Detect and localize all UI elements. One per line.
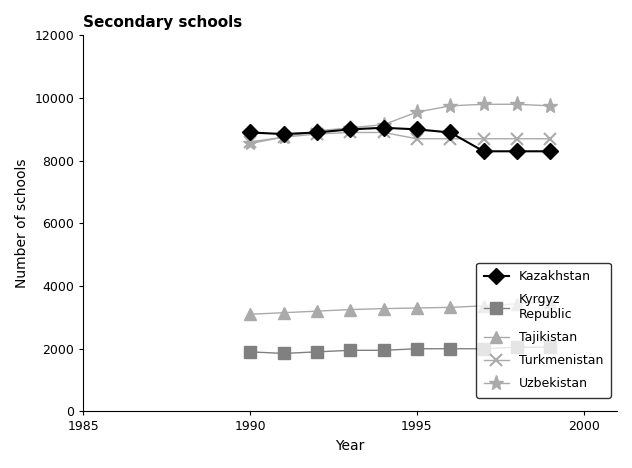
Tajikistan <box>313 308 320 314</box>
Tajikistan <box>513 301 521 307</box>
Tajikistan <box>280 310 288 315</box>
Uzbekistan <box>513 102 521 107</box>
Tajikistan <box>446 305 454 310</box>
Turkmenistan <box>547 136 554 141</box>
Kazakhstan <box>380 125 387 131</box>
Turkmenistan <box>280 134 288 140</box>
Kazakhstan <box>480 148 487 154</box>
Uzbekistan <box>413 110 421 115</box>
Turkmenistan <box>446 136 454 141</box>
Kyrgyz
Republic <box>313 349 320 355</box>
Text: Secondary schools: Secondary schools <box>83 15 243 30</box>
Turkmenistan <box>380 130 387 135</box>
X-axis label: Year: Year <box>336 439 365 453</box>
Turkmenistan <box>513 136 521 141</box>
Legend: Kazakhstan, Kyrgyz
Republic, Tajikistan, Turkmenistan, Uzbekistan: Kazakhstan, Kyrgyz Republic, Tajikistan,… <box>477 263 611 398</box>
Uzbekistan <box>280 134 288 140</box>
Tajikistan <box>346 307 354 312</box>
Line: Kazakhstan: Kazakhstan <box>245 122 556 157</box>
Turkmenistan <box>246 139 254 145</box>
Kazakhstan <box>446 130 454 135</box>
Line: Turkmenistan: Turkmenistan <box>244 126 557 148</box>
Uzbekistan <box>346 125 354 131</box>
Kazakhstan <box>413 126 421 132</box>
Kyrgyz
Republic <box>547 344 554 350</box>
Uzbekistan <box>446 103 454 109</box>
Kazakhstan <box>313 130 320 135</box>
Uzbekistan <box>380 122 387 127</box>
Turkmenistan <box>413 136 421 141</box>
Tajikistan <box>246 311 254 317</box>
Tajikistan <box>547 299 554 305</box>
Tajikistan <box>413 305 421 311</box>
Kazakhstan <box>246 130 254 135</box>
Uzbekistan <box>313 128 320 134</box>
Y-axis label: Number of schools: Number of schools <box>15 159 29 288</box>
Kazakhstan <box>547 148 554 154</box>
Kyrgyz
Republic <box>413 346 421 351</box>
Kyrgyz
Republic <box>346 348 354 353</box>
Tajikistan <box>380 306 387 311</box>
Kyrgyz
Republic <box>280 351 288 356</box>
Turkmenistan <box>480 136 487 141</box>
Tajikistan <box>480 303 487 308</box>
Kazakhstan <box>280 131 288 137</box>
Line: Tajikistan: Tajikistan <box>244 295 557 321</box>
Kyrgyz
Republic <box>380 348 387 353</box>
Kazakhstan <box>513 148 521 154</box>
Kazakhstan <box>346 126 354 132</box>
Turkmenistan <box>346 130 354 135</box>
Turkmenistan <box>313 131 320 137</box>
Kyrgyz
Republic <box>246 349 254 355</box>
Line: Uzbekistan: Uzbekistan <box>243 97 558 151</box>
Uzbekistan <box>246 141 254 146</box>
Uzbekistan <box>480 102 487 107</box>
Kyrgyz
Republic <box>513 344 521 350</box>
Kyrgyz
Republic <box>446 346 454 351</box>
Uzbekistan <box>547 103 554 109</box>
Kyrgyz
Republic <box>480 346 487 351</box>
Line: Kyrgyz
Republic: Kyrgyz Republic <box>245 342 556 359</box>
